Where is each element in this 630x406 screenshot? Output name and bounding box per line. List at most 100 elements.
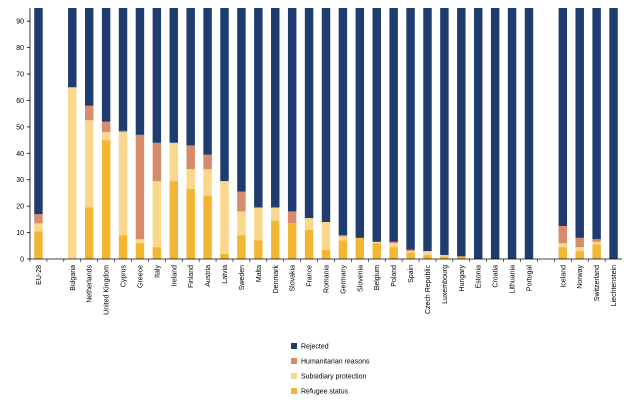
y-tick-label-90: 90 — [16, 19, 24, 26]
legend-label-rejected: Rejected — [301, 344, 329, 351]
bar-belgium-subsidiary-protection — [372, 241, 381, 244]
bar-cyprus-subsidiary-protection — [118, 132, 128, 236]
bar-sweden-rejected — [237, 8, 246, 192]
x-tick-label-iceland: Iceland — [560, 265, 567, 288]
bar-bulgaria-subsidiary-protection — [68, 87, 77, 259]
bar-luxembourg-rejected — [440, 8, 449, 256]
bar-germany-humanitarian-reasons — [338, 235, 348, 237]
bar-netherlands-humanitarian-reasons — [84, 105, 94, 121]
bar-lithuania-rejected — [507, 8, 517, 259]
bar-greece-refugee-status — [135, 243, 145, 259]
bar-austria-humanitarian-reasons — [203, 154, 212, 170]
x-tick-label-sweden: Sweden — [239, 265, 246, 290]
y-tick-label-30: 30 — [16, 177, 24, 184]
x-tick-label-norway: Norway — [577, 265, 584, 289]
y-axis: 0 10 20 30 40 50 60 70 80 90 — [16, 8, 31, 264]
bar-czech-republic-subsidiary-protection — [423, 251, 432, 256]
x-tick-label-italy: Italy — [154, 265, 161, 278]
bar-romania-rejected — [321, 8, 331, 223]
x-tick-label-estonia: Estonia — [476, 265, 483, 288]
bar-cyprus-refugee-status — [118, 235, 128, 259]
bar-cyprus-humanitarian-reasons — [118, 130, 128, 133]
legend-label-subsidiary-protection: Subsidiary protection — [301, 374, 366, 381]
x-tick-label-romania: Romania — [324, 265, 331, 293]
bar-denmark-subsidiary-protection — [271, 207, 280, 221]
x-tick-label-switzerland: Switzerland — [594, 265, 601, 301]
bar-switzerland-refugee-status — [592, 244, 601, 259]
bar-germany-subsidiary-protection — [338, 236, 348, 241]
bar-romania-subsidiary-protection — [321, 222, 331, 250]
bars — [34, 8, 618, 259]
legend: Rejected Humanitarian reasons Subsidiary p… — [291, 343, 370, 396]
bar-finland-rejected — [186, 8, 195, 146]
bar-austria-subsidiary-protection — [203, 169, 212, 196]
bar-germany-rejected — [338, 8, 348, 236]
bar-switzerland-humanitarian-reasons — [592, 239, 601, 242]
bar-ireland-subsidiary-protection — [169, 142, 178, 182]
x-tick-label-denmark: Denmark — [273, 265, 280, 294]
bar-spain-rejected — [406, 8, 415, 250]
y-tick-label-10: 10 — [16, 230, 24, 237]
x-tick-label-portugal: Portugal — [526, 265, 533, 292]
x-tick-label-czech-republic: Czech Republic — [425, 265, 432, 315]
bar-poland-subsidiary-protection — [389, 243, 398, 248]
bar-malta-refugee-status — [254, 240, 263, 259]
x-tick-label-latvia: Latvia — [222, 265, 229, 284]
bar-slovakia-refugee-status — [287, 223, 297, 259]
x-tick-label-liechtenstein: Liechtenstein — [611, 265, 618, 306]
bar-france-rejected — [304, 8, 314, 219]
bar-sweden-humanitarian-reasons — [237, 191, 246, 212]
x-tick-label-croatia: Croatia — [493, 265, 500, 288]
x-tick-label-malta: Malta — [256, 265, 263, 282]
bar-latvia-refugee-status — [220, 253, 229, 259]
x-tick-label-luxembourg: Luxembourg — [442, 265, 449, 304]
x-tick-label-germany: Germany — [340, 265, 347, 294]
bar-france-subsidiary-protection — [304, 218, 314, 230]
x-tick-label-poland: Poland — [391, 265, 398, 287]
bar-poland-refugee-status — [389, 247, 398, 259]
bar-eu-28-rejected — [34, 8, 43, 215]
bar-eu-28-subsidiary-protection — [34, 223, 43, 232]
y-tick-label-60: 60 — [16, 98, 24, 105]
legend-swatch-humanitarian-reasons — [291, 358, 297, 364]
x-tick-label-greece: Greece — [137, 265, 144, 288]
bar-belgium-rejected — [372, 8, 381, 242]
x-tick-label-slovakia: Slovakia — [290, 265, 297, 292]
bar-iceland-rejected — [558, 8, 568, 226]
bar-denmark-rejected — [271, 8, 280, 208]
bar-switzerland-subsidiary-protection — [592, 241, 601, 245]
legend-swatch-refugee-status — [291, 388, 297, 394]
bar-netherlands-rejected — [84, 8, 94, 106]
bar-luxembourg-refugee-status — [440, 256, 449, 259]
x-tick-label-slovenia: Slovenia — [357, 265, 364, 292]
y-tick-label-40: 40 — [16, 151, 24, 158]
bar-spain-humanitarian-reasons — [406, 249, 415, 252]
x-tick-label-netherlands: Netherlands — [87, 265, 94, 303]
bar-latvia-rejected — [220, 8, 229, 182]
legend-swatch-subsidiary-protection — [291, 373, 297, 379]
bar-belgium-refugee-status — [372, 243, 381, 259]
bar-malta-subsidiary-protection — [254, 207, 263, 241]
bar-poland-rejected — [389, 8, 398, 242]
bar-switzerland-rejected — [592, 8, 601, 240]
bar-eu-28-humanitarian-reasons — [34, 214, 43, 224]
y-tick-label-50: 50 — [16, 124, 24, 131]
bar-hungary-rejected — [457, 8, 466, 257]
bar-norway-refugee-status — [575, 251, 584, 259]
legend-label-humanitarian-reasons: Humanitarian reasons — [301, 359, 370, 366]
bar-iceland-subsidiary-protection — [558, 243, 568, 248]
bar-finland-subsidiary-protection — [186, 169, 195, 189]
bar-france-refugee-status — [304, 229, 314, 259]
bar-czech-republic-refugee-status — [423, 255, 432, 259]
bar-luxembourg-subsidiary-protection — [440, 255, 449, 257]
bar-poland-humanitarian-reasons — [389, 241, 398, 244]
bar-greece-rejected — [135, 8, 145, 135]
x-tick-label-spain: Spain — [408, 265, 415, 283]
bar-greece-humanitarian-reasons — [135, 134, 145, 240]
bar-liechtenstein-rejected — [609, 8, 618, 259]
y-tick-label-20: 20 — [16, 204, 24, 211]
x-tick-label-france: France — [307, 265, 314, 287]
bar-cyprus-rejected — [118, 8, 128, 131]
bar-slovenia-rejected — [355, 8, 365, 238]
